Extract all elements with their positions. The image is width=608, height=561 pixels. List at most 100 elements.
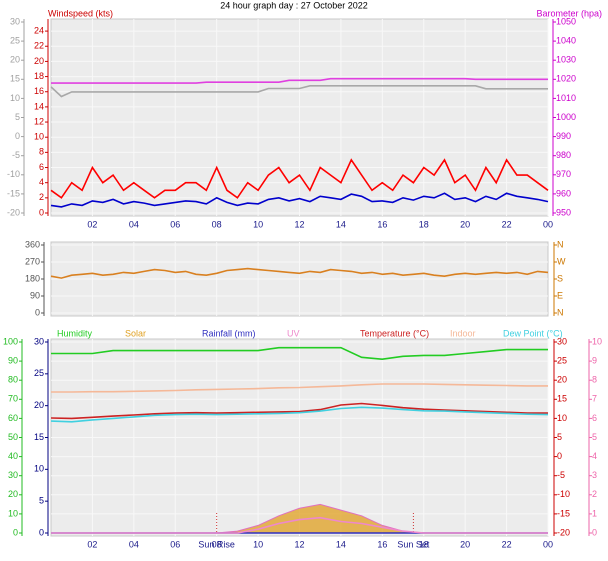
- y-tick-label: -5: [557, 470, 565, 480]
- y-tick-label: -5: [12, 150, 20, 160]
- y-tick-label: 25: [10, 35, 20, 45]
- axis-title: Barometer (hpa): [536, 8, 602, 18]
- y-tick-label: 18: [34, 71, 44, 81]
- x-tick-label: 14: [336, 219, 346, 229]
- y-tick-label: N: [557, 239, 564, 249]
- y-tick-label: 15: [557, 394, 567, 404]
- y-tick-label: 970: [556, 169, 571, 179]
- y-tick-label: 15: [10, 74, 20, 84]
- y-tick-label: W: [557, 256, 566, 266]
- y-tick-label: 20: [557, 375, 567, 385]
- annotation-label: Sun Set: [397, 539, 430, 549]
- y-tick-label: S: [557, 273, 563, 283]
- line: [50, 267, 549, 279]
- y-tick-label: 20: [10, 55, 20, 65]
- y-tick-label: 16: [34, 86, 44, 96]
- y-tick-label: 1010: [556, 93, 576, 103]
- x-tick-label: 12: [294, 219, 304, 229]
- y-tick-label: 10: [592, 336, 602, 346]
- y-tick-label: 10: [8, 508, 18, 518]
- legend-entry: Solar: [125, 328, 146, 338]
- y-tick-label: 10: [10, 93, 20, 103]
- y-tick-label: 9: [592, 355, 597, 365]
- y-tick-label: 20: [34, 56, 44, 66]
- y-tick-label: 3: [592, 470, 597, 480]
- y-tick-label: 90: [8, 355, 18, 365]
- y-tick-label: 80: [8, 375, 18, 385]
- chart-title: 24 hour graph day : 27 October 2022: [220, 0, 368, 10]
- x-tick-label: 00: [543, 219, 553, 229]
- y-tick-label: 6: [39, 162, 44, 172]
- y-tick-label: 1020: [556, 74, 576, 84]
- legend-entry: UV: [287, 328, 300, 338]
- y-tick-label: 100: [3, 336, 18, 346]
- line: [51, 346, 548, 361]
- line: [51, 383, 548, 393]
- legend-entry: Temperature (°C): [360, 328, 429, 338]
- y-tick-label: 0: [557, 451, 562, 461]
- y-tick-label: 4: [39, 177, 44, 187]
- y-tick-label: 1030: [556, 55, 576, 65]
- annotation-label: Sun Rise: [198, 539, 235, 549]
- y-tick-label: 5: [15, 112, 20, 122]
- x-tick-label: 12: [294, 539, 304, 549]
- y-tick-label: -15: [7, 188, 20, 198]
- y-tick-label: 1: [592, 508, 597, 518]
- x-tick-label: 06: [170, 219, 180, 229]
- y-tick-label: 25: [34, 368, 44, 378]
- axis-title: Windspeed (kts): [48, 8, 113, 18]
- y-tick-label: 7: [592, 394, 597, 404]
- x-tick-label: 14: [336, 539, 346, 549]
- y-tick-label: -20: [557, 527, 570, 537]
- y-tick-label: 990: [556, 131, 571, 141]
- y-tick-label: 8: [39, 147, 44, 157]
- y-tick-label: 0: [13, 527, 18, 537]
- y-tick-label: 0: [15, 131, 20, 141]
- y-tick-label: 980: [556, 150, 571, 160]
- y-tick-label: 30: [34, 336, 44, 346]
- x-tick-label: 02: [87, 219, 97, 229]
- y-tick-label: 90: [30, 290, 40, 300]
- x-tick-label: 04: [129, 539, 139, 549]
- y-tick-label: 15: [34, 432, 44, 442]
- x-tick-label: 06: [170, 539, 180, 549]
- y-tick-label: 20: [34, 400, 44, 410]
- y-tick-label: 0: [39, 527, 44, 537]
- y-tick-label: 1050: [556, 16, 576, 26]
- x-tick-label: 08: [212, 219, 222, 229]
- y-tick-label: 2: [39, 192, 44, 202]
- x-tick-label: 02: [87, 539, 97, 549]
- y-tick-label: 12: [34, 116, 44, 126]
- x-tick-label: 20: [460, 219, 470, 229]
- y-tick-label: 25: [557, 355, 567, 365]
- y-tick-label: 1040: [556, 35, 576, 45]
- y-tick-label: 40: [8, 451, 18, 461]
- legend-entry: Dew Point (°C): [503, 328, 563, 338]
- y-tick-label: 5: [557, 432, 562, 442]
- y-tick-label: 1000: [556, 112, 576, 122]
- y-tick-label: 20: [8, 489, 18, 499]
- y-tick-label: 5: [592, 432, 597, 442]
- y-tick-label: 10: [34, 132, 44, 142]
- y-tick-label: 30: [10, 16, 20, 26]
- y-tick-label: 14: [34, 101, 44, 111]
- y-tick-label: 70: [8, 394, 18, 404]
- y-tick-label: 0: [35, 307, 40, 317]
- x-tick-label: 10: [253, 539, 263, 549]
- x-tick-label: 16: [377, 219, 387, 229]
- y-tick-label: 0: [592, 527, 597, 537]
- y-tick-label: -10: [557, 489, 570, 499]
- y-tick-label: N: [557, 307, 564, 317]
- y-tick-label: 950: [556, 207, 571, 217]
- x-tick-label: 00: [543, 539, 553, 549]
- y-tick-label: 960: [556, 188, 571, 198]
- y-tick-label: 270: [25, 256, 40, 266]
- y-tick-label: 180: [25, 273, 40, 283]
- y-tick-label: -15: [557, 508, 570, 518]
- x-tick-label: 04: [129, 219, 139, 229]
- y-tick-label: 30: [557, 336, 567, 346]
- y-tick-label: 22: [34, 41, 44, 51]
- line: [51, 516, 548, 534]
